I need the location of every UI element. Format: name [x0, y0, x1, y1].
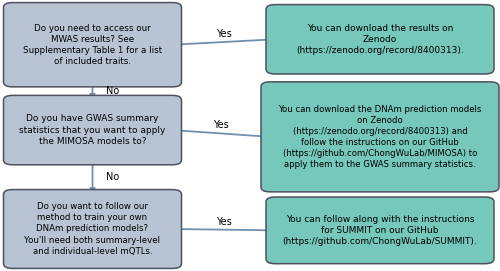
Text: You can download the results on
Zenodo
(https://zenodo.org/record/8400313).: You can download the results on Zenodo (… [296, 24, 464, 55]
FancyBboxPatch shape [261, 82, 499, 192]
FancyBboxPatch shape [4, 190, 182, 268]
FancyBboxPatch shape [4, 3, 182, 87]
Text: Yes: Yes [216, 217, 232, 227]
Text: Do you want to follow our
method to train your own
DNAm prediction models?
You'l: Do you want to follow our method to trai… [24, 202, 160, 256]
Text: Do you have GWAS summary
statistics that you want to apply
the MIMOSA models to?: Do you have GWAS summary statistics that… [20, 114, 166, 146]
Text: You can download the DNAm prediction models
on Zenodo
(https://zenodo.org/record: You can download the DNAm prediction mod… [278, 105, 482, 169]
Text: No: No [106, 86, 119, 96]
FancyBboxPatch shape [266, 197, 494, 264]
Text: No: No [106, 172, 119, 182]
Text: You can follow along with the instructions
for SUMMIT on our GitHub
(https://git: You can follow along with the instructio… [282, 215, 478, 246]
FancyBboxPatch shape [266, 5, 494, 74]
FancyBboxPatch shape [4, 95, 182, 165]
Text: Do you need to access our
MWAS results? See
Supplementary Table 1 for a list
of : Do you need to access our MWAS results? … [23, 24, 162, 66]
Text: Yes: Yes [216, 29, 232, 39]
Text: Yes: Yes [214, 120, 229, 130]
